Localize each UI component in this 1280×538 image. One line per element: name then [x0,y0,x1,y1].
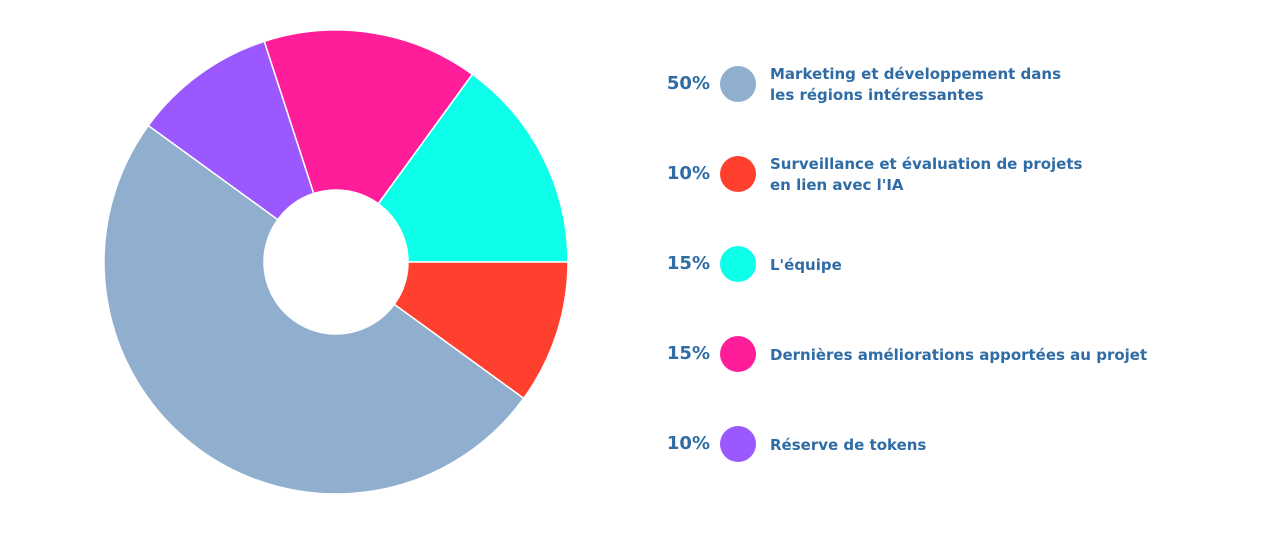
legend-percent: 15% [666,253,710,274]
legend-swatch [720,156,756,192]
legend-item: 50% Marketing et développement dans les r… [650,40,1210,104]
donut-chart [103,29,569,495]
slice-2 [377,73,569,263]
slice-0 [103,124,525,495]
slice-4 [147,40,315,221]
legend-swatch [720,66,756,102]
legend-item: 10% Réserve de tokens [650,400,1210,462]
legend-swatch [720,336,756,372]
legend-label: Surveillance et évaluation de projets en… [770,155,1083,194]
legend-percent: 15% [666,343,710,364]
legend-swatch [720,426,756,462]
legend-item: 15% L'équipe [650,220,1210,282]
legend-label: Réserve de tokens [770,436,927,454]
legend-swatch [720,246,756,282]
slice-3 [263,29,474,205]
legend-percent: 50% [666,73,710,94]
legend-label: Dernières améliorations apportées au pro… [770,346,1148,364]
legend-percent: 10% [666,163,710,184]
legend-item: 10% Surveillance et évaluation de projets… [650,130,1210,194]
legend-label: Marketing et développement dans les régi… [770,65,1062,104]
slice-1 [393,261,569,400]
legend-label: L'équipe [770,256,842,274]
legend-item: 15% Dernières améliorations apportées au … [650,310,1210,372]
legend-percent: 10% [666,433,710,454]
